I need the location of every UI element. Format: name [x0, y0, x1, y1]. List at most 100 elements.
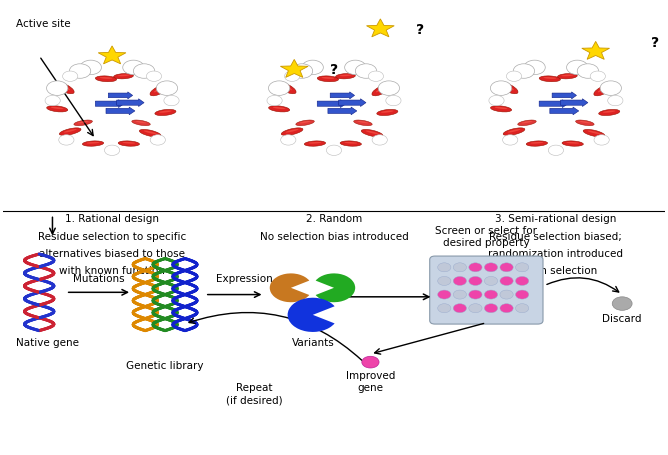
- Ellipse shape: [273, 108, 285, 110]
- Circle shape: [454, 304, 466, 313]
- Ellipse shape: [87, 142, 100, 144]
- Circle shape: [368, 72, 383, 82]
- Circle shape: [454, 290, 466, 299]
- Circle shape: [146, 72, 162, 82]
- Ellipse shape: [82, 142, 104, 147]
- Ellipse shape: [299, 121, 311, 124]
- Circle shape: [484, 277, 498, 286]
- Ellipse shape: [339, 76, 351, 77]
- FancyArrow shape: [108, 93, 133, 100]
- Ellipse shape: [562, 142, 583, 147]
- Ellipse shape: [490, 106, 512, 113]
- Circle shape: [372, 136, 387, 146]
- Ellipse shape: [96, 77, 117, 82]
- Circle shape: [591, 72, 605, 82]
- Circle shape: [150, 136, 166, 146]
- Text: Native gene: Native gene: [16, 338, 79, 348]
- Circle shape: [269, 82, 290, 96]
- Text: Expression: Expression: [216, 274, 273, 283]
- Ellipse shape: [357, 121, 369, 124]
- Circle shape: [134, 65, 155, 79]
- Circle shape: [469, 290, 482, 299]
- Text: 2. Random: 2. Random: [306, 214, 362, 224]
- Circle shape: [47, 82, 68, 96]
- Text: ?: ?: [416, 23, 424, 37]
- Ellipse shape: [381, 111, 393, 113]
- Ellipse shape: [594, 86, 613, 96]
- Circle shape: [506, 72, 522, 82]
- Text: ?: ?: [330, 63, 338, 77]
- Ellipse shape: [51, 108, 63, 110]
- Circle shape: [438, 304, 451, 313]
- Ellipse shape: [281, 85, 292, 91]
- Circle shape: [438, 277, 451, 286]
- Ellipse shape: [504, 85, 514, 91]
- Circle shape: [104, 146, 120, 156]
- Text: Improved
gene: Improved gene: [346, 370, 395, 392]
- Circle shape: [469, 304, 482, 313]
- Ellipse shape: [599, 110, 620, 116]
- Circle shape: [454, 277, 466, 286]
- Wedge shape: [288, 298, 335, 332]
- Wedge shape: [316, 274, 355, 303]
- Circle shape: [500, 290, 513, 299]
- Text: Residue selection biased;: Residue selection biased;: [490, 231, 623, 241]
- Ellipse shape: [526, 142, 548, 147]
- Polygon shape: [98, 47, 126, 65]
- Ellipse shape: [150, 86, 168, 96]
- Circle shape: [345, 61, 366, 76]
- Circle shape: [613, 297, 632, 311]
- Circle shape: [362, 357, 379, 368]
- Ellipse shape: [377, 110, 398, 116]
- Ellipse shape: [122, 142, 135, 144]
- FancyArrow shape: [552, 93, 576, 100]
- Ellipse shape: [376, 87, 387, 93]
- Ellipse shape: [518, 121, 536, 126]
- Ellipse shape: [365, 131, 379, 135]
- Ellipse shape: [340, 142, 361, 147]
- Circle shape: [516, 304, 529, 313]
- Ellipse shape: [140, 130, 161, 138]
- Text: within selection: within selection: [515, 265, 597, 275]
- Ellipse shape: [503, 129, 525, 136]
- Circle shape: [378, 82, 399, 96]
- Circle shape: [484, 290, 498, 299]
- Ellipse shape: [576, 121, 594, 126]
- Text: No selection bias introduced: No selection bias introduced: [260, 231, 408, 241]
- Circle shape: [516, 277, 529, 286]
- Circle shape: [267, 96, 282, 106]
- Ellipse shape: [598, 87, 609, 93]
- Circle shape: [355, 65, 377, 79]
- FancyArrow shape: [560, 100, 588, 107]
- Ellipse shape: [317, 77, 339, 82]
- FancyArrow shape: [106, 108, 135, 116]
- Circle shape: [489, 96, 504, 106]
- Ellipse shape: [354, 121, 372, 126]
- Text: randomization introduced: randomization introduced: [488, 248, 623, 258]
- Ellipse shape: [345, 142, 357, 144]
- Circle shape: [291, 65, 313, 79]
- Ellipse shape: [305, 142, 325, 147]
- Ellipse shape: [114, 75, 134, 80]
- Circle shape: [438, 290, 451, 299]
- Circle shape: [608, 96, 623, 106]
- Ellipse shape: [500, 83, 518, 95]
- Ellipse shape: [59, 85, 70, 91]
- Ellipse shape: [603, 111, 615, 113]
- Circle shape: [600, 82, 621, 96]
- Circle shape: [566, 61, 588, 76]
- Circle shape: [45, 96, 60, 106]
- FancyArrow shape: [330, 93, 355, 100]
- Circle shape: [164, 96, 179, 106]
- Circle shape: [69, 65, 91, 79]
- Ellipse shape: [495, 108, 508, 110]
- Circle shape: [484, 263, 498, 272]
- Ellipse shape: [361, 130, 383, 138]
- Circle shape: [63, 72, 77, 82]
- Ellipse shape: [100, 78, 112, 80]
- Ellipse shape: [588, 131, 601, 135]
- Text: Repeat
(if desired): Repeat (if desired): [226, 383, 283, 405]
- FancyArrow shape: [339, 100, 366, 107]
- Ellipse shape: [59, 129, 81, 136]
- FancyArrow shape: [328, 108, 357, 116]
